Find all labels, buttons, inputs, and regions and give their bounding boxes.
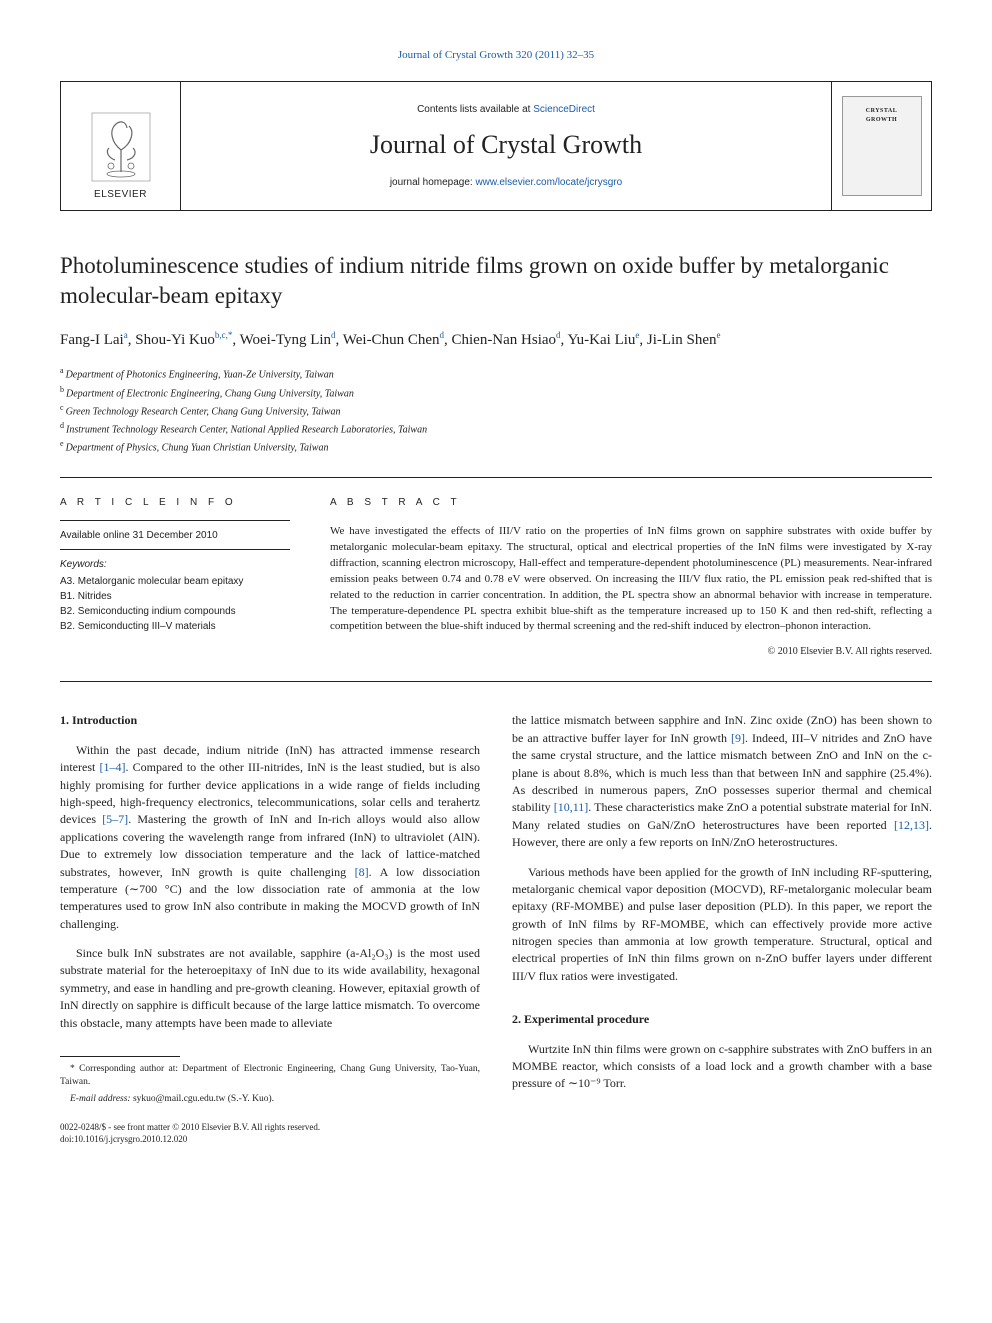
section-1-head: 1. Introduction (60, 712, 480, 729)
ref-link[interactable]: [12,13] (894, 818, 929, 832)
homepage-link[interactable]: www.elsevier.com/locate/jcrysgro (475, 177, 622, 188)
footer: 0022-0248/$ - see front matter © 2010 El… (60, 1122, 480, 1145)
affiliation-line: aDepartment of Photonics Engineering, Yu… (60, 365, 932, 383)
author-name: Yu-Kai Liu (568, 332, 636, 348)
homepage-prefix: journal homepage: (390, 177, 476, 188)
top-citation-link[interactable]: Journal of Crystal Growth 320 (2011) 32–… (60, 48, 932, 63)
journal-cover-thumb: CRYSTAL GROWTH (842, 96, 922, 196)
right-para-1: the lattice mismatch between sapphire an… (512, 712, 932, 851)
masthead: ELSEVIER Contents lists available at Sci… (60, 81, 932, 211)
sciencedirect-link[interactable]: ScienceDirect (533, 104, 595, 115)
body-col-left: 1. Introduction Within the past decade, … (60, 712, 480, 1145)
intro-para-2: Since bulk InN substrates are not availa… (60, 945, 480, 1032)
keywords-label: Keywords: (60, 558, 290, 572)
affiliation-line: eDepartment of Physics, Chung Yuan Chris… (60, 438, 932, 456)
publisher-name: ELSEVIER (94, 188, 147, 202)
elsevier-tree-icon (91, 112, 151, 182)
body-col-right: the lattice mismatch between sapphire an… (512, 712, 932, 1145)
article-info-label: A R T I C L E I N F O (60, 496, 290, 510)
masthead-center: Contents lists available at ScienceDirec… (181, 82, 831, 210)
article-info-col: A R T I C L E I N F O Available online 3… (60, 496, 290, 660)
abstract-text: We have investigated the effects of III/… (330, 524, 932, 636)
author-name: Woei-Tyng Lin (240, 332, 331, 348)
contents-line: Contents lists available at ScienceDirec… (417, 103, 595, 117)
abstract-copyright: © 2010 Elsevier B.V. All rights reserved… (330, 645, 932, 659)
author-affil-sup: d (331, 330, 336, 340)
ref-link[interactable]: [1–4] (100, 760, 126, 774)
author-name: Chien-Nan Hsiao (451, 332, 556, 348)
author-affil-sup: b,c,* (215, 330, 233, 340)
keyword: B2. Semiconducting III–V materials (60, 619, 290, 634)
affiliation-line: bDepartment of Electronic Engineering, C… (60, 384, 932, 402)
email-line: E-mail address: sykuo@mail.cgu.edu.tw (S… (60, 1093, 480, 1106)
ref-link[interactable]: [5–7] (102, 812, 128, 826)
publisher-logo-box: ELSEVIER (61, 82, 181, 210)
rule-meta-2 (60, 549, 290, 550)
ref-link[interactable]: [10,11] (554, 800, 589, 814)
right-para-2: Various methods have been applied for th… (512, 864, 932, 986)
keyword: A3. Metalorganic molecular beam epitaxy (60, 574, 290, 589)
author-affil-sup: a (124, 330, 128, 340)
cover-label-2: GROWTH (866, 116, 897, 124)
ref-link[interactable]: [8] (355, 865, 369, 879)
cover-label-1: CRYSTAL (866, 107, 898, 115)
journal-name: Journal of Crystal Growth (370, 127, 642, 163)
affiliations: aDepartment of Photonics Engineering, Yu… (60, 365, 932, 457)
author-name: Shou-Yi Kuo (135, 332, 215, 348)
footer-line-1: 0022-0248/$ - see front matter © 2010 El… (60, 1122, 480, 1134)
cover-thumb-box: CRYSTAL GROWTH (831, 82, 931, 210)
author-name: Ji-Lin Shen (647, 332, 717, 348)
footnote-rule (60, 1056, 180, 1057)
keyword: B2. Semiconducting indium compounds (60, 604, 290, 619)
author-affil-sup: d (439, 330, 444, 340)
author-affil-sup: e (717, 330, 721, 340)
affiliation-line: cGreen Technology Research Center, Chang… (60, 402, 932, 420)
article-title: Photoluminescence studies of indium nitr… (60, 251, 932, 311)
section-2-head: 2. Experimental procedure (512, 1011, 932, 1028)
footer-line-2: doi:10.1016/j.jcrysgro.2010.12.020 (60, 1134, 480, 1146)
abstract-col: A B S T R A C T We have investigated the… (330, 496, 932, 660)
ref-link[interactable]: [9] (731, 731, 745, 745)
contents-prefix: Contents lists available at (417, 104, 533, 115)
abstract-label: A B S T R A C T (330, 496, 932, 510)
affiliation-line: dInstrument Technology Research Center, … (60, 420, 932, 438)
exp-para-1: Wurtzite InN thin films were grown on c-… (512, 1041, 932, 1093)
intro-para-1: Within the past decade, indium nitride (… (60, 742, 480, 933)
authors-line: Fang-I Laia, Shou-Yi Kuob,c,*, Woei-Tyng… (60, 329, 932, 351)
author-name: Wei-Chun Chen (343, 332, 440, 348)
author-affil-sup: d (556, 330, 561, 340)
rule-meta-1 (60, 520, 290, 521)
keyword: B1. Nitrides (60, 589, 290, 604)
corresponding-author: * Corresponding author at: Department of… (60, 1063, 480, 1090)
rule-bottom (60, 681, 932, 682)
footnotes: * Corresponding author at: Department of… (60, 1063, 480, 1106)
author-affil-sup: e (635, 330, 639, 340)
available-online: Available online 31 December 2010 (60, 529, 290, 543)
author-name: Fang-I Lai (60, 332, 124, 348)
homepage-line: journal homepage: www.elsevier.com/locat… (390, 176, 622, 190)
